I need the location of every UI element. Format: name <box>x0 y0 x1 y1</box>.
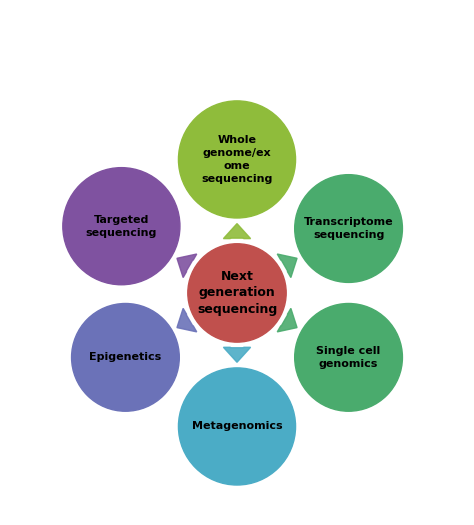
Text: Transcriptome
sequencing: Transcriptome sequencing <box>304 217 393 240</box>
Circle shape <box>72 303 179 411</box>
Circle shape <box>295 175 402 282</box>
Circle shape <box>63 167 180 285</box>
Text: Single cell
genomics: Single cell genomics <box>317 346 381 369</box>
FancyArrow shape <box>277 254 297 278</box>
Text: Metagenomics: Metagenomics <box>191 422 283 432</box>
FancyArrow shape <box>177 254 197 278</box>
Text: Whole
genome/ex
ome
sequencing: Whole genome/ex ome sequencing <box>201 135 273 184</box>
FancyArrow shape <box>177 308 197 332</box>
Circle shape <box>188 244 286 342</box>
Text: Next
generation
sequencing: Next generation sequencing <box>197 270 277 316</box>
Text: Epigenetics: Epigenetics <box>89 352 162 362</box>
FancyArrow shape <box>223 348 251 362</box>
FancyArrow shape <box>223 224 251 238</box>
Text: Targeted
sequencing: Targeted sequencing <box>86 215 157 238</box>
Circle shape <box>178 368 296 485</box>
FancyArrow shape <box>277 308 297 332</box>
Circle shape <box>178 101 296 218</box>
Circle shape <box>295 303 402 411</box>
